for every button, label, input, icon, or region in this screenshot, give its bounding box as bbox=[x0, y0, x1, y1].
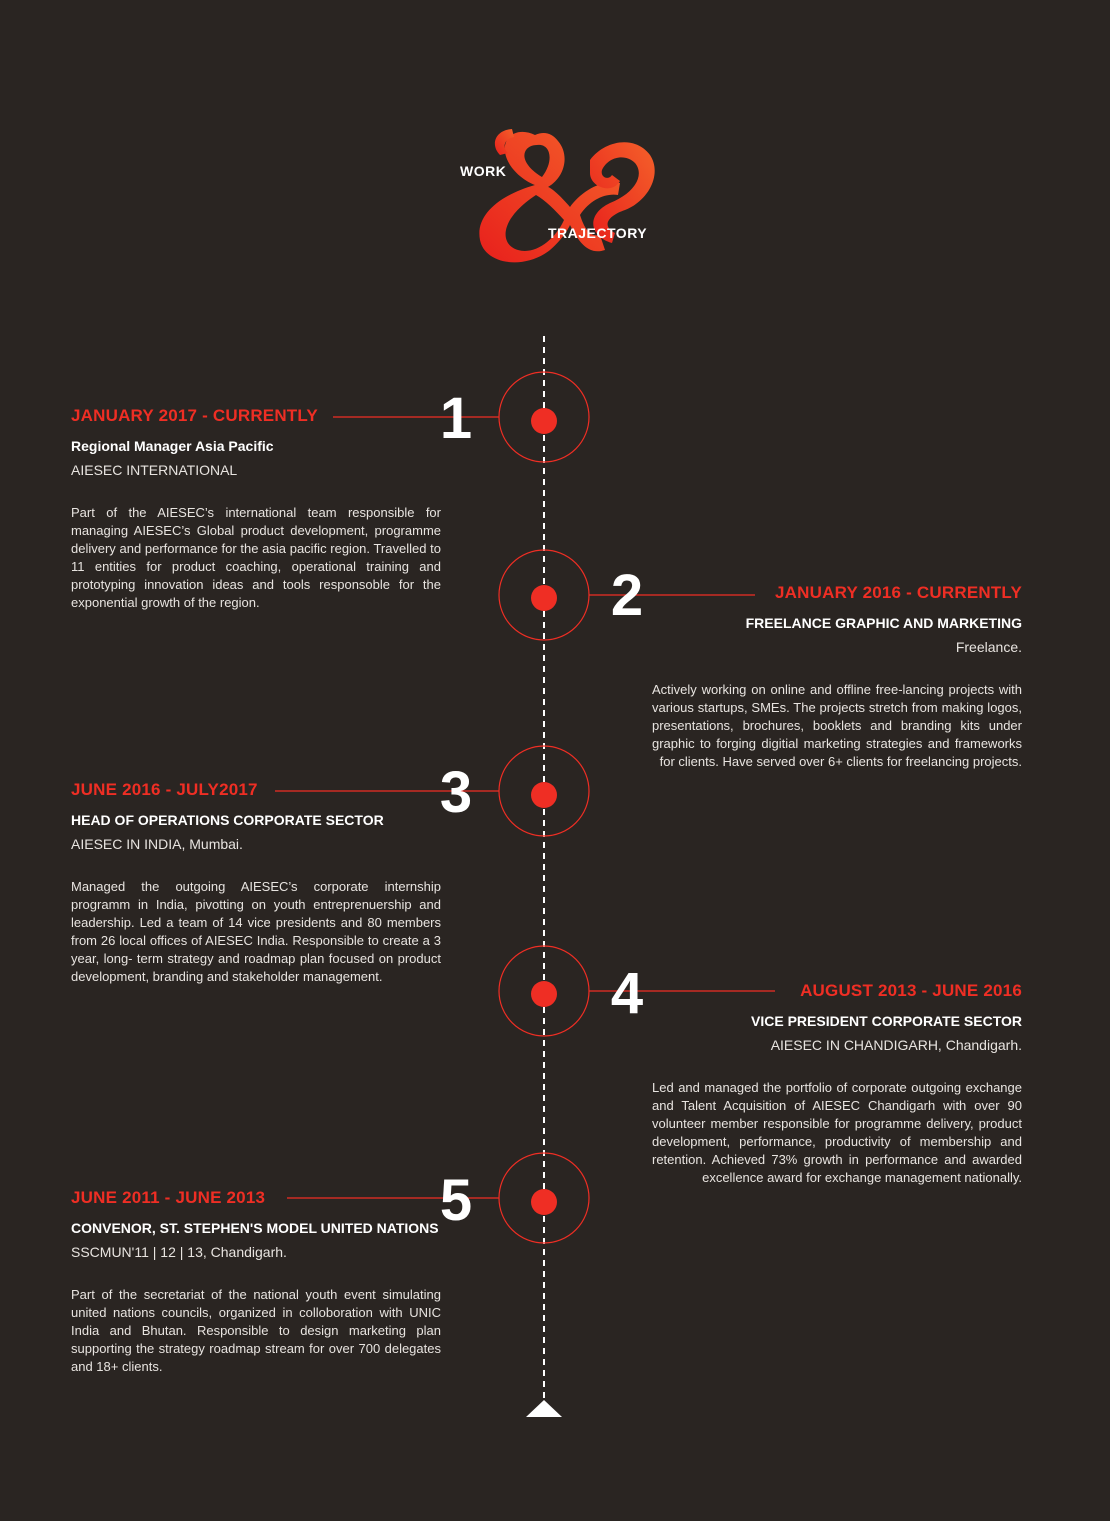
timeline-node-2 bbox=[498, 549, 755, 641]
entry-organization: AIESEC IN INDIA, Mumbai. bbox=[71, 836, 243, 852]
timeline-node-3 bbox=[275, 745, 590, 837]
entry-description: Led and managed the portfolio of corpora… bbox=[652, 1080, 1022, 1185]
entry-organization: AIESEC INTERNATIONAL bbox=[71, 462, 238, 478]
entry-date: JUNE 2016 - JULY2017 bbox=[71, 780, 258, 799]
timeline-node-5 bbox=[287, 1152, 590, 1244]
entry-role: HEAD OF OPERATIONS CORPORATE SECTOR bbox=[71, 812, 384, 828]
timeline-entry-5: JUNE 2011 - JUNE 2013 CONVENOR, ST. STEP… bbox=[71, 1188, 441, 1376]
entry-number-2: 2 bbox=[610, 563, 644, 628]
entry-role: Regional Manager Asia Pacific bbox=[71, 438, 274, 454]
entry-date: AUGUST 2013 - JUNE 2016 bbox=[800, 981, 1022, 1000]
timeline-entry-2: JANUARY 2016 - CURRENTLY FREELANCE GRAPH… bbox=[652, 583, 1022, 771]
entry-organization: AIESEC IN CHANDIGARH, Chandigarh. bbox=[770, 1037, 1022, 1053]
timeline-node-1 bbox=[333, 371, 590, 463]
entry-role: CONVENOR, ST. STEPHEN'S MODEL UNITED NAT… bbox=[71, 1220, 439, 1236]
entry-date: JUNE 2011 - JUNE 2013 bbox=[71, 1188, 266, 1207]
entry-description: Managed the outgoing AIESEC’s corporate … bbox=[71, 879, 441, 984]
work-trajectory-logo: WORK TRAJECTORY bbox=[440, 115, 680, 275]
ampersand-logo-icon bbox=[479, 129, 655, 263]
entry-number-3: 3 bbox=[439, 760, 473, 825]
entry-date: JANUARY 2017 - CURRENTLY bbox=[71, 406, 318, 425]
entry-date: JANUARY 2016 - CURRENTLY bbox=[775, 583, 1022, 602]
timeline-arrow-icon bbox=[526, 1400, 562, 1417]
timeline-entry-1: JANUARY 2017 - CURRENTLY Regional Manage… bbox=[71, 406, 441, 612]
entry-role: FREELANCE GRAPHIC AND MARKETING bbox=[745, 615, 1022, 631]
entry-description: Part of the AIESEC’s international team … bbox=[71, 505, 441, 610]
entry-description: Part of the secretariat of the national … bbox=[71, 1287, 441, 1374]
logo-word-trajectory: TRAJECTORY bbox=[548, 225, 648, 241]
timeline-entry-4: AUGUST 2013 - JUNE 2016 VICE PRESIDENT C… bbox=[652, 981, 1022, 1187]
timeline-node-4 bbox=[498, 945, 775, 1037]
timeline-entry-3: JUNE 2016 - JULY2017 HEAD OF OPERATIONS … bbox=[71, 780, 441, 986]
entry-organization: SSCMUN'11 | 12 | 13, Chandigarh. bbox=[71, 1244, 287, 1260]
entry-organization: Freelance. bbox=[955, 639, 1022, 655]
entry-number-4: 4 bbox=[610, 961, 644, 1026]
entry-description: Actively working on online and offline f… bbox=[652, 682, 1022, 769]
entry-number-1: 1 bbox=[439, 386, 473, 451]
entry-number-5: 5 bbox=[439, 1168, 473, 1233]
logo-word-work: WORK bbox=[460, 163, 507, 179]
entry-role: VICE PRESIDENT CORPORATE SECTOR bbox=[751, 1013, 1022, 1029]
